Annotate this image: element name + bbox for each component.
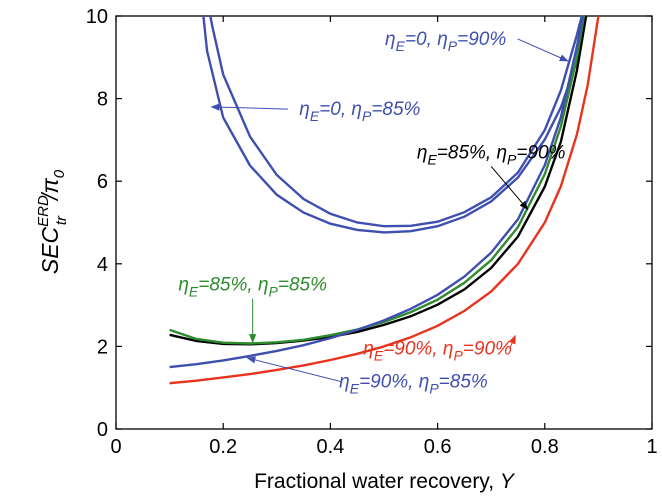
y-tick-label: 2 [97,336,108,358]
series-layer [169,15,600,385]
series-line-6 [169,15,600,385]
series-line-2 [209,15,583,228]
x-tick-label: 0.2 [209,436,237,458]
annotation-arrow-3 [490,166,529,210]
annotation-label-2: ηE=0, ηP=85% [299,99,420,124]
x-tick-label: 0.4 [316,436,344,458]
annotation-arrow-5 [508,334,516,349]
x-tick-label: 0.8 [531,436,559,458]
series-line-4 [169,15,586,345]
series-line-5 [169,15,585,369]
x-tick-label: 0 [110,436,121,458]
y-axis-title: SECERDtr/π0 [35,169,70,274]
annotation-label-4: ηE=85%, ηP=85% [178,275,327,300]
annotation-label-1: ηE=0, ηP=90% [385,29,506,54]
annotation-arrow-2 [210,103,288,111]
annotation-arrow-6 [246,356,342,383]
y-tick-label: 4 [97,254,108,276]
x-tick-label: 0.6 [424,436,452,458]
y-axis: 0 2 4 6 8 10 [86,6,652,441]
annotation-layer: ηE=0, ηP=90% ηE=0, ηP=85% ηE=85%, ηP=90% ηE… [178,29,569,397]
series-line-1 [202,15,586,234]
y-tick-label: 0 [97,419,108,441]
annotation-label-3: ηE=85%, ηP=90% [417,142,566,167]
x-axis-title: Fractional water recovery, Y [254,470,516,493]
annotation-label-5: ηE=90%, ηP=90% [363,339,512,364]
annotation-label-6: ηE=90%, ηP=85% [339,372,488,397]
x-tick-label: 1 [646,436,657,458]
x-axis: 0 0.2 0.4 0.6 0.8 1 [110,16,658,458]
annotation-arrow-1 [517,38,569,62]
y-tick-label: 6 [97,171,108,193]
y-tick-label: 8 [97,89,108,111]
y-tick-label: 10 [86,6,108,28]
